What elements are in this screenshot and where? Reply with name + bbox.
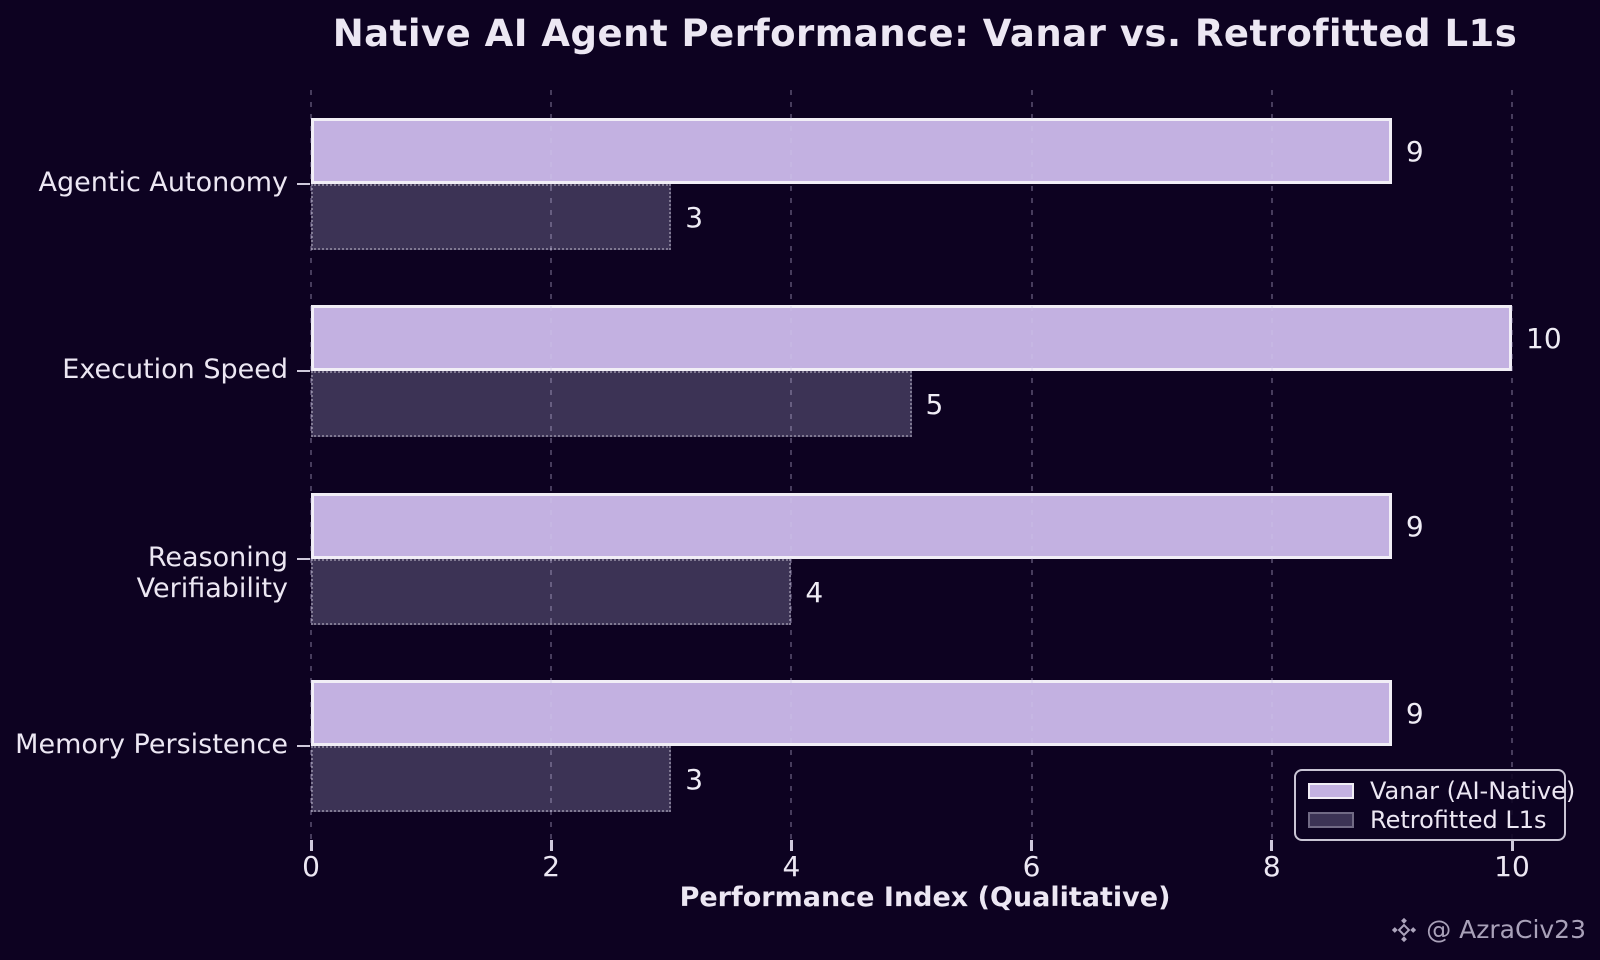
x-tick-label-6: 6 bbox=[1022, 850, 1041, 883]
legend-label-vanar: Vanar (AI-Native) bbox=[1370, 776, 1576, 805]
legend-swatch-vanar bbox=[1308, 782, 1354, 799]
x-tick-mark-2 bbox=[549, 840, 553, 851]
legend-label-retrofitted: Retrofitted L1s bbox=[1370, 805, 1547, 834]
watermark-handle: @ AzraCiv23 bbox=[1426, 915, 1586, 944]
chart-title: Native AI Agent Performance: Vanar vs. R… bbox=[332, 12, 1518, 55]
x-tick-mark-4 bbox=[789, 840, 793, 851]
category-label: Agentic Autonomy bbox=[38, 167, 288, 198]
bar-retrofitted bbox=[311, 746, 672, 812]
bar-value-label: 4 bbox=[805, 575, 824, 609]
x-tick-mark-8 bbox=[1270, 840, 1274, 851]
bar-vanar bbox=[311, 680, 1392, 746]
category-label: Execution Speed bbox=[62, 354, 288, 385]
legend-item-vanar: Vanar (AI-Native) bbox=[1308, 777, 1575, 805]
gridline-x4 bbox=[790, 90, 793, 840]
x-tick-mark-10 bbox=[1510, 840, 1514, 851]
x-tick-mark-0 bbox=[309, 840, 313, 851]
legend-swatch-retrofitted bbox=[1308, 811, 1354, 828]
x-tick-label-2: 2 bbox=[542, 850, 561, 883]
bar-value-label: 3 bbox=[685, 762, 704, 796]
gridline-x0 bbox=[310, 90, 312, 840]
bar-retrofitted bbox=[311, 184, 672, 250]
bar-retrofitted bbox=[311, 559, 792, 625]
bar-value-label: 9 bbox=[1405, 696, 1424, 730]
category-label: Reasoning Verifiability bbox=[136, 542, 288, 604]
category-label: Memory Persistence bbox=[15, 729, 288, 760]
legend: Vanar (AI-Native) Retrofitted L1s bbox=[1294, 769, 1575, 841]
y-tick-mark bbox=[297, 745, 310, 747]
gridline-x6 bbox=[1030, 90, 1033, 840]
bar-value-label: 9 bbox=[1405, 134, 1424, 168]
gridline-x10 bbox=[1511, 90, 1513, 840]
bar-value-label: 9 bbox=[1405, 509, 1424, 543]
gridline-x2 bbox=[550, 90, 553, 840]
x-tick-mark-6 bbox=[1030, 840, 1034, 851]
bar-vanar bbox=[311, 493, 1392, 559]
legend-item-retrofitted: Retrofitted L1s bbox=[1308, 806, 1552, 834]
bar-retrofitted bbox=[311, 371, 912, 437]
bar-vanar bbox=[311, 305, 1512, 371]
bar-value-label: 10 bbox=[1526, 321, 1562, 355]
y-tick-mark bbox=[297, 183, 310, 185]
diamond-cluster-logo-icon bbox=[1392, 917, 1417, 942]
gridline-x8 bbox=[1270, 90, 1273, 840]
y-tick-mark bbox=[297, 370, 310, 372]
watermark: @ AzraCiv23 bbox=[1391, 915, 1586, 944]
x-tick-label-4: 4 bbox=[782, 850, 801, 883]
y-tick-mark bbox=[297, 558, 310, 560]
bar-vanar bbox=[311, 118, 1392, 184]
bar-value-label: 5 bbox=[925, 387, 944, 421]
x-tick-label-0: 0 bbox=[302, 850, 320, 883]
x-tick-label-8: 8 bbox=[1262, 850, 1281, 883]
bar-value-label: 3 bbox=[685, 200, 704, 234]
x-tick-label-10: 10 bbox=[1494, 850, 1530, 883]
x-axis-label: Performance Index (Qualitative) bbox=[679, 882, 1171, 913]
